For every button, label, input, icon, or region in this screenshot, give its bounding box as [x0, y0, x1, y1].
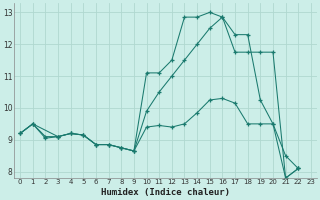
- X-axis label: Humidex (Indice chaleur): Humidex (Indice chaleur): [101, 188, 230, 197]
